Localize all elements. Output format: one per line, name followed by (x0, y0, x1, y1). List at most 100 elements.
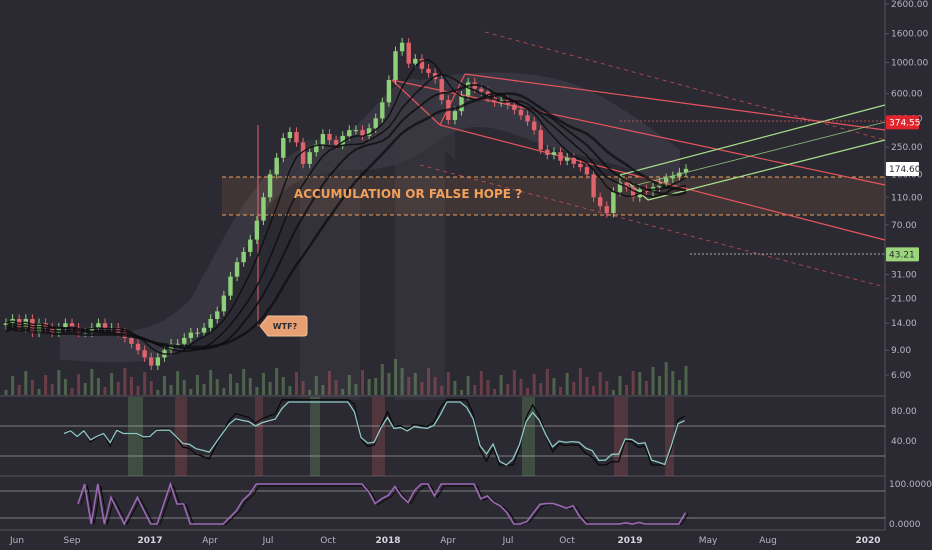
volume-bar (281, 377, 285, 395)
candle (558, 147, 563, 166)
volume-bar (275, 368, 279, 395)
candle (380, 97, 385, 123)
candle (518, 105, 524, 120)
rsi-axis: 80.00 40.00 (891, 407, 917, 447)
candle (426, 64, 431, 78)
accumulation-zone (222, 176, 885, 216)
volume-bar (103, 387, 107, 395)
volume-bar (585, 377, 589, 395)
volume-bar (592, 386, 596, 395)
time-axis: Jun Sep 2017 Apr Jul Oct 2018 Apr Jul Oct 2019 May A… (9, 536, 881, 546)
volume-bar (90, 369, 94, 395)
volume-bar (242, 369, 246, 395)
candle (142, 345, 147, 362)
volume-bar (684, 366, 688, 395)
volume-bar (156, 390, 160, 395)
rsi-zone (310, 397, 320, 476)
volume-bar (499, 375, 503, 395)
volume-bar (446, 372, 450, 395)
rsi-panel (0, 397, 885, 476)
price-tick-label: 9.00 (891, 346, 911, 356)
rsi-tick-label: 40.00 (891, 437, 917, 447)
volume-bar (347, 375, 351, 395)
ma-band (60, 72, 680, 363)
volume-bar (671, 371, 675, 395)
volume-bar (539, 383, 543, 395)
price-tick-label: 31.00 (891, 271, 917, 281)
price-tag: 374.55 (886, 115, 921, 130)
volume-bar (96, 378, 100, 395)
time-label: 2017 (137, 536, 162, 546)
candle (102, 318, 108, 333)
volume-bar (327, 371, 331, 395)
volume-bar (57, 370, 61, 395)
stoch-tick-label: 100.0000 (889, 480, 932, 490)
time-label: 2018 (375, 536, 400, 546)
volume-bar (493, 389, 497, 395)
price-tick-label: 2600.00 (891, 0, 928, 10)
volume-bar (195, 375, 199, 395)
time-label: 2019 (617, 536, 642, 546)
volume-bar (50, 384, 54, 395)
candle (294, 127, 299, 147)
rsi-zone (665, 397, 674, 476)
rsi-tick-label: 80.00 (891, 407, 917, 417)
candle (340, 131, 345, 150)
volume-bar (545, 369, 549, 395)
candle (307, 147, 312, 169)
time-label: Sep (64, 536, 81, 546)
price-tick-label: 14.00 (891, 319, 917, 329)
candle (241, 247, 246, 267)
volume-bar (394, 359, 398, 395)
volume-bar (116, 382, 120, 395)
volume-bar (512, 370, 516, 395)
volume-bar (235, 383, 239, 395)
volume-bar (506, 384, 510, 395)
candle (327, 129, 332, 145)
volume-bar (209, 370, 213, 395)
moving-average (5, 92, 687, 349)
time-label: Apr (202, 536, 218, 546)
candle (149, 352, 154, 371)
volume-bar (638, 372, 642, 395)
volume-bar (24, 371, 28, 395)
candle (439, 74, 444, 105)
svg-text:374.55: 374.55 (889, 118, 921, 128)
candle (578, 159, 583, 172)
candle (261, 192, 266, 226)
volume-bar (268, 382, 272, 395)
moving-average (5, 83, 687, 350)
wtf-callout[interactable]: WTF? (259, 315, 308, 337)
volume-bar (559, 387, 563, 395)
candle (195, 327, 200, 338)
candles (3, 38, 689, 371)
volume-bar (136, 386, 140, 395)
candle (419, 54, 425, 74)
time-label: Jul (262, 536, 274, 546)
volume-bar (427, 368, 431, 395)
candle (353, 125, 359, 135)
candle (551, 147, 557, 160)
volume-bar (598, 372, 602, 395)
volume-bars (4, 359, 688, 395)
volume-bar (202, 384, 206, 395)
wtf-callout-label: WTF? (273, 322, 298, 331)
volume-bar (420, 382, 424, 395)
volume-bar (605, 381, 609, 395)
volume-bar (361, 370, 365, 395)
volume-bar (433, 377, 437, 395)
candle (663, 173, 669, 187)
candle (406, 38, 411, 69)
volume-bar (334, 380, 338, 395)
candle (360, 125, 365, 141)
volume-bar (407, 377, 411, 395)
volume-bar (460, 390, 464, 395)
volume-bar (453, 381, 457, 395)
price-tags: 374.55 174.60 43.21 (886, 115, 921, 262)
volume-bar (301, 381, 305, 395)
volume-bar (162, 376, 166, 395)
volume-bar (129, 377, 133, 395)
rsi-zone (522, 397, 535, 476)
candle (248, 234, 253, 257)
